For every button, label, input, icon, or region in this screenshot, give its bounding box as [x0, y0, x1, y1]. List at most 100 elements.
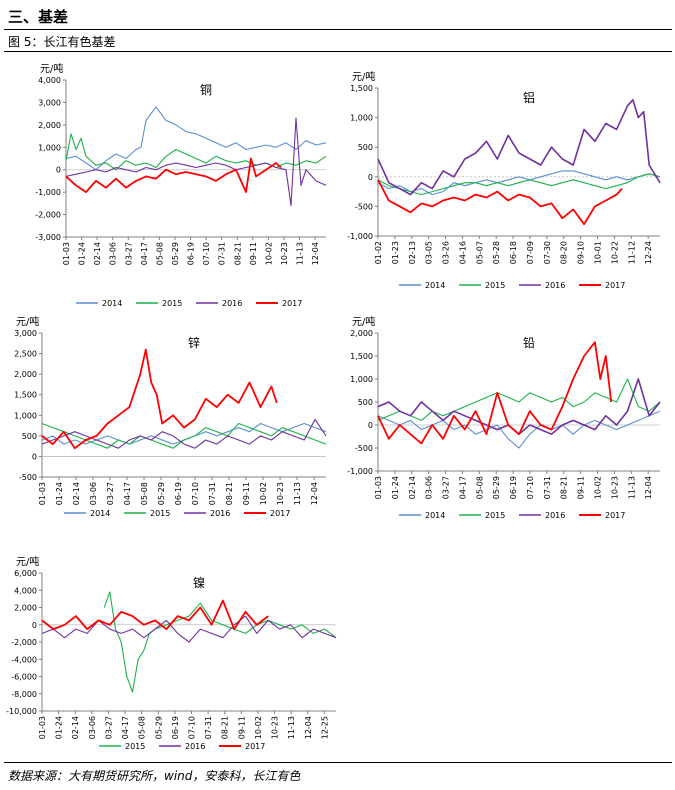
y-tick-label: 3,000 — [38, 98, 61, 107]
x-tick-label: 09-11 — [237, 716, 246, 739]
x-tick-label: 01-24 — [55, 482, 64, 505]
y-tick-label: 4,000 — [14, 586, 37, 595]
caption-rule — [4, 51, 672, 52]
x-tick-label: 07-30 — [543, 241, 552, 264]
legend-item-2014: 2014 — [76, 299, 122, 308]
x-tick-label: 05-29 — [154, 716, 163, 739]
y-tick-label: 1,500 — [350, 352, 373, 361]
y-axis-unit: 元/吨 — [16, 315, 39, 328]
x-tick-label: 03-27 — [442, 476, 451, 499]
legend-item-2017: 2017 — [244, 509, 290, 518]
x-tick-label: 03-27 — [104, 716, 113, 739]
x-tick-label: 02-14 — [72, 482, 81, 505]
x-tick-label: 06-18 — [509, 241, 518, 264]
y-tick-label: -2,000 — [35, 211, 61, 220]
y-tick-label: 0 — [368, 421, 373, 430]
x-tick-label: 12-04 — [310, 482, 319, 505]
legend-label: 2017 — [605, 511, 625, 520]
series-line-2017 — [377, 179, 623, 226]
x-tick-label: 12-24 — [644, 241, 653, 264]
legend-label: 2014 — [90, 509, 110, 518]
x-tick-label: 03-05 — [425, 241, 434, 264]
x-tick-label: 06-19 — [171, 716, 180, 739]
y-tick-label: 0 — [32, 452, 37, 461]
x-tick-label: 09-11 — [249, 242, 258, 265]
x-tick-label: 03-06 — [425, 476, 434, 499]
legend-item-2016: 2016 — [519, 281, 565, 290]
y-tick-label: 2,500 — [14, 350, 37, 359]
x-tick-label: 10-01 — [594, 241, 603, 264]
legend-item-2014: 2014 — [399, 281, 445, 290]
x-tick-label: 10-02 — [594, 476, 603, 499]
x-tick-label: 07-10 — [202, 242, 211, 265]
y-tick-label: 1,000 — [14, 411, 37, 420]
y-tick-label: 2,000 — [350, 329, 373, 338]
x-tick-label: 07-31 — [218, 242, 227, 265]
x-tick-label: 07-31 — [204, 716, 213, 739]
x-tick-label: 08-21 — [560, 476, 569, 499]
x-tick-label: 09-11 — [577, 476, 586, 499]
legend-label: 2015 — [162, 299, 182, 308]
y-tick-label: -4,000 — [11, 655, 37, 664]
x-tick-label: 04-17 — [123, 482, 132, 505]
x-tick-label: 08-21 — [221, 716, 230, 739]
x-tick-label: 11-12 — [627, 241, 636, 264]
x-tick-label: 05-08 — [140, 482, 149, 505]
x-tick-label: 09-11 — [242, 482, 251, 505]
y-tick-label: 2,000 — [14, 370, 37, 379]
legend-label: 2017 — [245, 742, 265, 751]
x-tick-label: 05-29 — [157, 482, 166, 505]
x-tick-label: 10-23 — [280, 242, 289, 265]
x-tick-label: 10-23 — [610, 476, 619, 499]
y-tick-label: 1,000 — [350, 375, 373, 384]
x-tick-label: 06-19 — [187, 242, 196, 265]
legend-label: 2014 — [102, 299, 122, 308]
x-tick-label: 05-29 — [492, 476, 501, 499]
y-tick-label: -8,000 — [11, 690, 37, 699]
x-tick-label: 03-06 — [89, 482, 98, 505]
x-tick-label: 02-14 — [71, 716, 80, 739]
series-line-2017 — [41, 348, 278, 450]
x-tick-label: 01-24 — [55, 716, 64, 739]
y-tick-label: -500 — [355, 202, 373, 211]
legend-item-2016: 2016 — [196, 299, 242, 308]
x-tick-label: 12-04 — [311, 242, 320, 265]
legend-item-2017: 2017 — [219, 742, 265, 751]
y-axis-unit: 元/吨 — [352, 315, 375, 328]
x-tick-label: 12-25 — [320, 716, 329, 739]
legend-label: 2015 — [485, 511, 505, 520]
title-rule — [4, 29, 672, 30]
chart-title: 铅 — [523, 336, 535, 350]
x-tick-label: 07-10 — [526, 476, 535, 499]
y-tick-label: 500 — [22, 432, 37, 441]
series-line-2014 — [377, 170, 661, 196]
y-tick-label: -10,000 — [6, 707, 37, 716]
y-tick-label: 6,000 — [14, 569, 37, 578]
x-tick-label: 05-08 — [475, 476, 484, 499]
series-line-2015 — [377, 378, 661, 421]
legend-label: 2015 — [125, 742, 145, 751]
x-tick-label: 07-09 — [526, 241, 535, 264]
series-line-2017 — [377, 341, 613, 445]
series-line-2016 — [377, 98, 661, 196]
y-tick-label: -6,000 — [11, 673, 37, 682]
y-tick-label: 4,000 — [38, 76, 61, 85]
legend-item-2014: 2014 — [64, 509, 110, 518]
legend-label: 2016 — [222, 299, 242, 308]
x-tick-label: 09-10 — [577, 241, 586, 264]
y-tick-label: 0 — [32, 621, 37, 630]
x-tick-label: 01-24 — [78, 242, 87, 265]
legend-item-2016: 2016 — [159, 742, 205, 751]
chart-title: 铝 — [523, 90, 535, 105]
x-tick-label: 10-02 — [259, 482, 268, 505]
x-tick-label: 07-31 — [208, 482, 217, 505]
x-tick-label: 06-19 — [174, 482, 183, 505]
x-tick-label: 03-27 — [106, 482, 115, 505]
figure-caption: 图 5：长江有色基差 — [8, 35, 116, 49]
x-tick-label: 03-27 — [124, 242, 133, 265]
x-tick-label: 08-20 — [560, 241, 569, 264]
y-tick-label: 500 — [358, 143, 373, 152]
series-line-2014 — [377, 410, 661, 449]
legend-item-2016: 2016 — [184, 509, 230, 518]
x-tick-label: 05-28 — [492, 241, 501, 264]
